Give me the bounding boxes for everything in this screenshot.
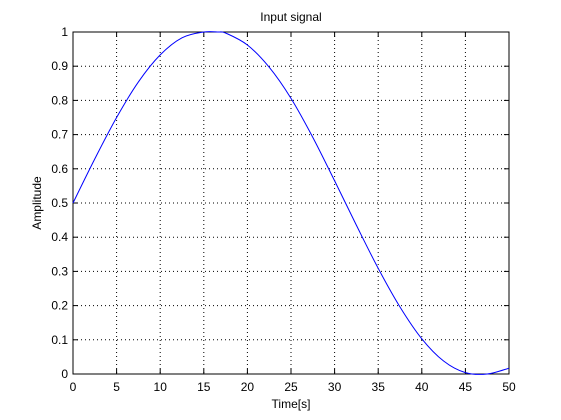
plot-frame <box>72 31 510 375</box>
y-tick-label: 0.1 <box>51 333 68 347</box>
x-tick-label: 40 <box>415 380 429 394</box>
chart-title: Input signal <box>260 10 321 24</box>
y-tick-label: 0.3 <box>51 264 68 278</box>
y-axis-label: Amplitude <box>30 176 44 230</box>
x-tick-label: 50 <box>502 380 516 394</box>
x-tick-label: 25 <box>284 380 298 394</box>
y-tick-label: 1 <box>61 25 68 39</box>
x-tick-label: 5 <box>113 380 120 394</box>
y-tick-labels: 0 0.1 0.2 0.3 0.4 0.5 0.6 0.7 0.8 0.9 1 <box>51 25 68 381</box>
x-tick-label: 35 <box>372 380 386 394</box>
x-tick-label: 20 <box>241 380 255 394</box>
series-layer <box>72 31 510 375</box>
x-tick-label: 10 <box>154 380 168 394</box>
x-tick-label: 15 <box>197 380 211 394</box>
y-tick-label: 0.6 <box>51 162 68 176</box>
y-tick-label: 0.2 <box>51 299 68 313</box>
x-axis-label: Time[s] <box>272 397 311 411</box>
x-tick-label: 45 <box>459 380 473 394</box>
y-tick-label: 0.9 <box>51 59 68 73</box>
y-tick-label: 0.5 <box>51 196 68 210</box>
y-tick-label: 0.8 <box>51 93 68 107</box>
x-tick-labels: 0 5 10 15 20 25 30 35 40 45 50 <box>70 380 516 394</box>
grid-lines <box>73 32 509 374</box>
x-tick-label: 0 <box>70 380 77 394</box>
series-line <box>72 31 510 375</box>
y-tick-label: 0 <box>61 367 68 381</box>
y-tick-label: 0.7 <box>51 128 68 142</box>
axis-ticks <box>72 31 510 375</box>
y-tick-label: 0.4 <box>51 230 68 244</box>
x-tick-label: 30 <box>328 380 342 394</box>
